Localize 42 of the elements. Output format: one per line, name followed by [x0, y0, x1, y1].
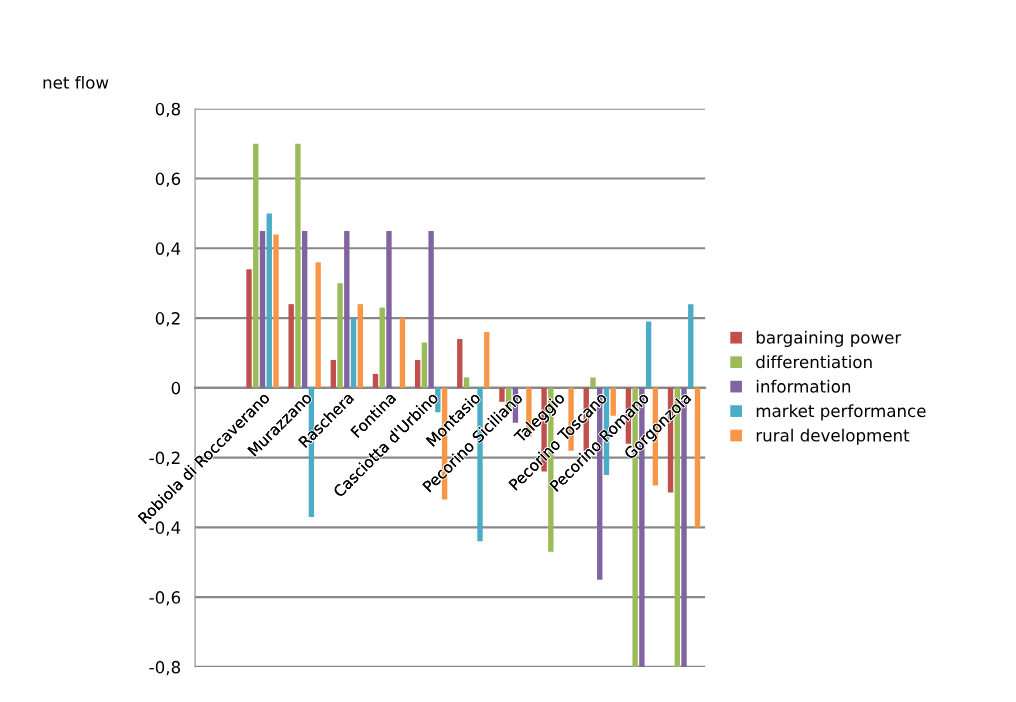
bar — [386, 230, 392, 388]
bar — [266, 213, 272, 388]
y-tick-label: 0,8 — [155, 102, 181, 118]
bar — [463, 377, 470, 388]
y-tick-label: -0,2 — [149, 451, 180, 466]
bar — [428, 230, 434, 388]
bar — [295, 143, 301, 388]
bar — [688, 304, 694, 388]
y-tick-label: 0,6 — [155, 172, 181, 187]
bar — [273, 234, 279, 388]
y-tick-label: 0,2 — [155, 312, 180, 327]
bar — [694, 387, 701, 528]
legend-label: bargaining power — [756, 330, 902, 347]
bar — [315, 262, 321, 388]
legend-label: information — [756, 379, 851, 393]
bar — [590, 377, 596, 388]
bar — [421, 342, 428, 388]
y-tick-label: 0 — [171, 381, 181, 395]
bar — [301, 230, 308, 388]
y-axis-title: net flow — [43, 75, 109, 89]
bar — [288, 304, 294, 388]
bar — [350, 318, 357, 388]
legend-label: rural development — [756, 428, 910, 445]
y-tick-label: 0,4 — [155, 242, 181, 257]
bar — [414, 359, 421, 388]
bar — [246, 269, 252, 388]
bar — [337, 283, 343, 388]
y-tick-label: -0,8 — [149, 660, 181, 676]
bar — [253, 143, 259, 388]
y-tick-label: -0,6 — [149, 591, 181, 606]
bar — [457, 339, 463, 388]
bar — [330, 359, 337, 388]
bar — [379, 307, 385, 388]
legend-label: market performance — [756, 404, 926, 421]
legend-label: differentiation — [756, 355, 872, 369]
bar — [344, 230, 350, 388]
bar — [357, 304, 363, 388]
bar — [372, 373, 379, 388]
bar — [645, 321, 652, 388]
bar — [259, 230, 266, 388]
bar — [484, 332, 490, 388]
bar — [399, 318, 406, 388]
